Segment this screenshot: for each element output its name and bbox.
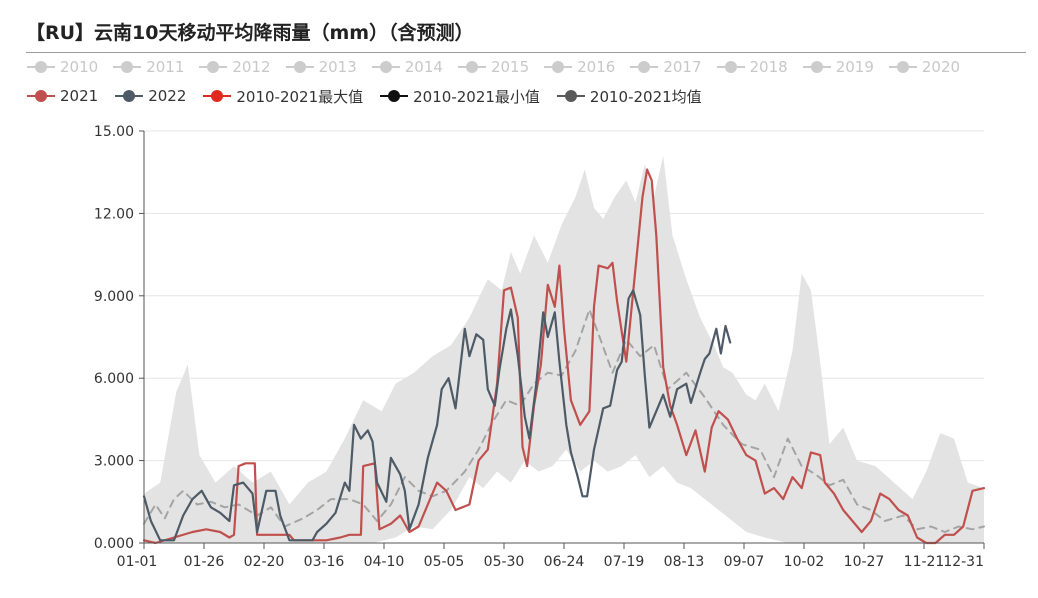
legend-item-2010[interactable]: 2010: [26, 58, 98, 76]
legend-item-2010-2021均值[interactable]: 2010-2021均值: [556, 86, 702, 107]
y-tick-label: 12.00: [94, 206, 134, 222]
x-tick-label: 03-16: [304, 554, 345, 570]
legend-row-series: 2021 2022 2010-2021最大值 2010-2021最小值 2010-202…: [26, 86, 718, 106]
legend-label: 2010-2021最小值: [413, 87, 540, 106]
legend-row-years: 2010 2011 2012 2013 2014 2015 2016 2017 2018 2019…: [26, 57, 974, 77]
legend-item-2016[interactable]: 2016: [543, 58, 615, 76]
legend-item-2015[interactable]: 2015: [457, 58, 529, 76]
x-tick-label: 06-24: [544, 554, 585, 570]
y-tick-label: 6.000: [94, 371, 134, 387]
x-tick-label: 04-10: [364, 554, 405, 570]
legend-marker-icon: [199, 61, 228, 73]
legend-label: 2016: [577, 58, 616, 76]
x-tick-label: 07-19: [604, 554, 645, 570]
legend-marker-icon: [716, 61, 745, 73]
legend-label: 2013: [318, 58, 357, 76]
x-tick-label: 08-13: [664, 554, 705, 570]
x-tick-label: 12-31: [943, 554, 984, 570]
legend-label: 2022: [148, 87, 187, 105]
y-tick-label: 3.000: [94, 454, 134, 470]
legend-item-2010-2021最小值[interactable]: 2010-2021最小值: [379, 86, 540, 107]
x-tick-label: 09-07: [724, 554, 765, 570]
chart-title: 【RU】云南10天移动平均降雨量（mm）（含预测）: [26, 22, 474, 44]
legend-item-2022[interactable]: 2022: [114, 87, 186, 105]
x-tick-label: 05-05: [424, 554, 465, 570]
legend-label: 2010-2021均值: [589, 87, 702, 106]
legend-marker-icon: [457, 61, 486, 73]
legend-marker-icon: [888, 61, 917, 73]
legend-marker-icon: [285, 61, 314, 73]
legend-label: 2010: [60, 58, 99, 76]
legend-item-2018[interactable]: 2018: [716, 58, 788, 76]
legend-item-2020[interactable]: 2020: [888, 58, 960, 76]
x-tick-label: 05-30: [484, 554, 525, 570]
legend-marker-icon: [802, 61, 831, 73]
legend-marker-icon: [556, 90, 585, 102]
legend-label: 2020: [921, 58, 961, 76]
max-min-range-band: [144, 155, 984, 543]
series-line-2022: [142, 289, 732, 542]
legend-item-2019[interactable]: 2019: [802, 58, 874, 76]
legend-item-2014[interactable]: 2014: [371, 58, 443, 76]
series-line-2010-2021均值: [143, 308, 985, 533]
legend-label: 2011: [146, 58, 185, 76]
legend-label: 2012: [232, 58, 271, 76]
series-line-2021: [142, 168, 986, 545]
legend-label: 2021: [60, 87, 99, 105]
legend-item-2011[interactable]: 2011: [112, 58, 184, 76]
legend-item-2021[interactable]: 2021: [26, 87, 98, 105]
legend-marker-icon: [113, 61, 142, 73]
legend-item-2010-2021最大值[interactable]: 2010-2021最大值: [202, 86, 363, 107]
x-tick-label: 01-01: [117, 554, 158, 570]
legend-label: 2015: [490, 58, 530, 76]
legend-marker-icon: [544, 61, 573, 73]
x-tick-label: 10-02: [784, 554, 825, 570]
legend-marker-icon: [27, 61, 55, 73]
legend-label: 2018: [749, 58, 788, 76]
legend-label: 2014: [404, 58, 443, 76]
legend-item-2017[interactable]: 2017: [629, 58, 702, 76]
legend-marker-icon: [630, 61, 659, 73]
legend-marker-icon: [380, 90, 409, 102]
legend-marker-icon: [115, 90, 144, 102]
legend-marker-icon: [371, 61, 400, 73]
legend-marker-icon: [203, 90, 232, 102]
x-tick-label: 01-26: [184, 554, 225, 570]
legend-label: 2017: [663, 58, 702, 76]
x-tick-label: 11-21: [904, 554, 945, 570]
legend-item-2012[interactable]: 2012: [198, 58, 271, 76]
x-tick-label: 02-20: [244, 554, 285, 570]
legend-item-2013[interactable]: 2013: [285, 58, 357, 76]
legend-label: 2010-2021最大值: [236, 87, 364, 106]
title-divider: [26, 52, 1026, 53]
y-tick-label: 9.000: [94, 289, 134, 305]
legend-label: 2019: [835, 58, 874, 76]
x-tick-label: 10-27: [844, 554, 885, 570]
y-tick-label: 15.00: [94, 124, 134, 140]
legend-marker-icon: [27, 90, 55, 102]
y-tick-label: 0.000: [94, 536, 134, 552]
